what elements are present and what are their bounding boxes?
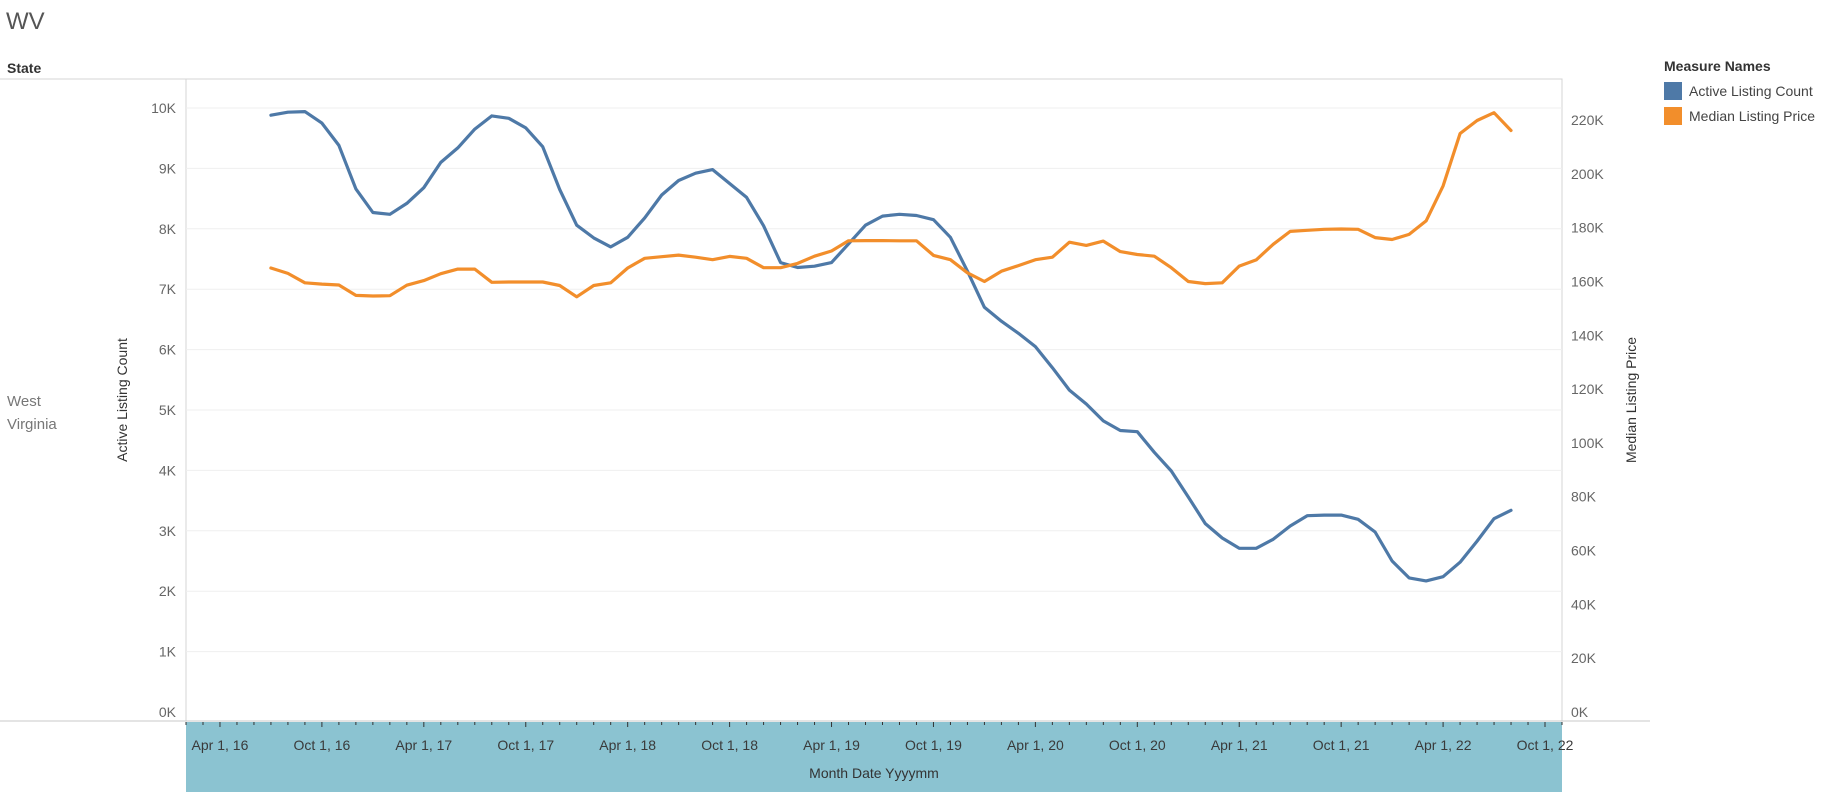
y-tick-label: 0K	[159, 704, 177, 720]
row-shelf-header: State	[7, 60, 42, 76]
y-tick-label: 1K	[159, 644, 177, 660]
x-axis-band	[186, 722, 1562, 792]
x-tick-label: Oct 1, 16	[293, 737, 350, 753]
y-axis-title: Active Listing Count	[114, 338, 130, 462]
x-tick-label: Oct 1, 21	[1313, 737, 1370, 753]
y2-tick-label: 80K	[1571, 489, 1597, 505]
y-tick-label: 6K	[159, 342, 177, 358]
y2-tick-label: 200K	[1571, 166, 1604, 182]
y2-tick-label: 60K	[1571, 543, 1597, 559]
row-label-state[interactable]: West Virginia	[7, 393, 57, 433]
x-tick-label: Oct 1, 18	[701, 737, 758, 753]
legend-label: Active Listing Count	[1689, 82, 1813, 99]
y-tick-label: 3K	[159, 523, 177, 539]
plot-area	[185, 78, 1563, 722]
x-tick-label: Oct 1, 22	[1517, 737, 1574, 753]
series-line-median-listing-price[interactable]	[269, 111, 1513, 299]
y2-tick-label: 100K	[1571, 435, 1604, 451]
x-tick-label: Apr 1, 22	[1415, 737, 1472, 753]
x-axis-title: Month Date Yyyymm	[809, 765, 939, 781]
y2-tick-label: 40K	[1571, 596, 1597, 612]
y2-tick-label: 20K	[1571, 650, 1597, 666]
x-tick-label: Oct 1, 20	[1109, 737, 1166, 753]
y-tick-label: 2K	[159, 583, 177, 599]
y-tick-label: 10K	[151, 100, 177, 116]
y-tick-label: 5K	[159, 402, 177, 418]
y2-tick-label: 0K	[1571, 704, 1589, 720]
legend: Measure Names Active Listing Count Media…	[1664, 58, 1815, 128]
y2-tick-label: 140K	[1571, 327, 1604, 343]
y-tick-label: 8K	[159, 221, 177, 237]
y2-axis-title: Median Listing Price	[1623, 337, 1639, 463]
x-tick-label: Oct 1, 17	[497, 737, 554, 753]
legend-swatch	[1664, 106, 1682, 125]
y-tick-label: 9K	[159, 160, 177, 176]
legend-label: Median Listing Price	[1689, 107, 1816, 124]
page-title: WV	[6, 8, 45, 35]
legend-item-median-listing-price[interactable]: Median Listing Price	[1664, 103, 1815, 128]
x-tick-label: Apr 1, 21	[1211, 737, 1268, 753]
y2-tick-label: 220K	[1571, 112, 1604, 128]
x-tick-label: Apr 1, 18	[599, 737, 656, 753]
y-tick-label: 7K	[159, 281, 177, 297]
y-tick-label: 4K	[159, 462, 177, 478]
series-line-active-listing-count[interactable]	[269, 109, 1513, 583]
y2-tick-label: 120K	[1571, 381, 1604, 397]
y2-tick-label: 180K	[1571, 220, 1604, 236]
legend-swatch	[1664, 81, 1682, 100]
y2-tick-label: 160K	[1571, 273, 1604, 289]
x-tick-label: Apr 1, 16	[192, 737, 249, 753]
legend-title: Measure Names	[1664, 58, 1771, 74]
x-tick-label: Apr 1, 17	[395, 737, 452, 753]
legend-item-active-listing-count[interactable]: Active Listing Count	[1664, 78, 1815, 103]
x-tick-label: Apr 1, 19	[803, 737, 860, 753]
x-tick-label: Oct 1, 19	[905, 737, 962, 753]
x-tick-label: Apr 1, 20	[1007, 737, 1064, 753]
